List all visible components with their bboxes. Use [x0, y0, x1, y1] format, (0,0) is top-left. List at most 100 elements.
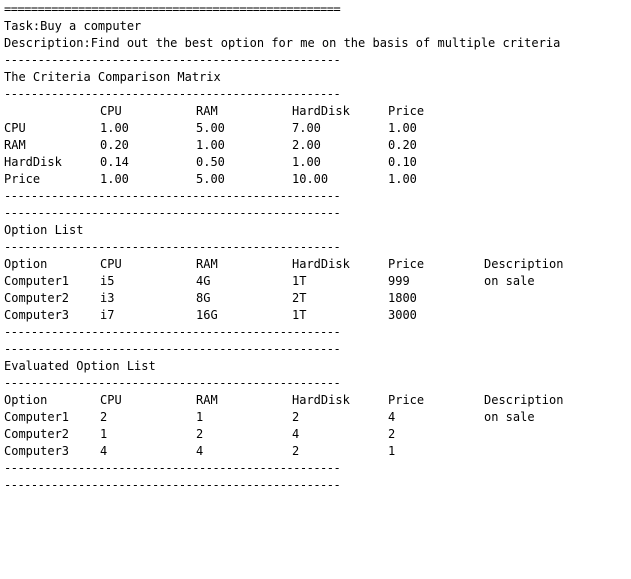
evaluated-cell: 1	[388, 444, 396, 458]
criteria-row-label: RAM	[4, 138, 26, 152]
option-list-header-row: Option CPU RAM HardDisk Price Descriptio…	[4, 256, 628, 273]
criteria-header-cpu: CPU	[100, 104, 122, 118]
option-cell: 3000	[388, 308, 417, 322]
criteria-row-label: HardDisk	[4, 155, 62, 169]
evaluated-cell: 2	[388, 427, 396, 441]
option-cell: 16G	[196, 308, 218, 322]
criteria-matrix-row: CPU 1.00 5.00 7.00 1.00	[4, 120, 628, 137]
option-list-row: Computer3 i7 16G 1T 3000	[4, 307, 628, 324]
task-line: Task:Buy a computer	[4, 18, 628, 35]
criteria-header-price: Price	[388, 104, 425, 118]
separator: ----------------------------------------…	[4, 342, 341, 356]
criteria-cell: 0.14	[100, 155, 129, 169]
console-output: ========================================…	[4, 1, 628, 494]
option-list-row: Computer1 i5 4G 1T 999 on sale	[4, 273, 628, 290]
criteria-cell: 7.00	[292, 121, 321, 135]
evaluated-header-option: Option	[4, 393, 48, 407]
criteria-cell: 10.00	[292, 172, 329, 186]
option-header-cpu: CPU	[100, 257, 122, 271]
criteria-cell: 0.20	[100, 138, 129, 152]
criteria-cell: 0.50	[196, 155, 225, 169]
option-list-row: Computer2 i3 8G 2T 1800	[4, 290, 628, 307]
separator: ----------------------------------------…	[4, 53, 341, 67]
separator: ----------------------------------------…	[4, 87, 341, 101]
evaluated-header-ram: RAM	[196, 393, 218, 407]
option-list-title: Option List	[4, 223, 84, 237]
criteria-cell: 5.00	[196, 121, 225, 135]
option-cell: i5	[100, 274, 115, 288]
option-header-price: Price	[388, 257, 425, 271]
separator: ----------------------------------------…	[4, 376, 341, 390]
criteria-cell: 1.00	[196, 138, 225, 152]
option-header-description: Description	[484, 257, 564, 271]
option-description: on sale	[484, 274, 535, 288]
evaluated-list-row: Computer1 2 1 2 4 on sale	[4, 409, 628, 426]
criteria-header-harddisk: HardDisk	[292, 104, 350, 118]
criteria-matrix-row: Price 1.00 5.00 10.00 1.00	[4, 171, 628, 188]
criteria-cell: 1.00	[292, 155, 321, 169]
evaluated-cell: 2	[292, 444, 300, 458]
separator: ----------------------------------------…	[4, 478, 341, 492]
evaluated-cell: 1	[196, 410, 204, 424]
criteria-header-ram: RAM	[196, 104, 218, 118]
criteria-cell: 0.20	[388, 138, 417, 152]
task-label: Task:	[4, 19, 41, 33]
criteria-matrix-header-row: CPU RAM HardDisk Price	[4, 103, 628, 120]
evaluated-option-name: Computer2	[4, 427, 70, 441]
evaluated-cell: 1	[100, 427, 108, 441]
criteria-row-label: Price	[4, 172, 41, 186]
option-cell: 1T	[292, 274, 307, 288]
separator: ----------------------------------------…	[4, 461, 341, 475]
option-name: Computer1	[4, 274, 70, 288]
evaluated-list-row: Computer2 1 2 4 2	[4, 426, 628, 443]
option-header-option: Option	[4, 257, 48, 271]
separator: ----------------------------------------…	[4, 240, 341, 254]
criteria-matrix-row: HardDisk 0.14 0.50 1.00 0.10	[4, 154, 628, 171]
option-name: Computer3	[4, 308, 70, 322]
evaluated-cell: 4	[292, 427, 300, 441]
task-value: Buy a computer	[40, 19, 142, 33]
criteria-cell: 2.00	[292, 138, 321, 152]
evaluated-description: on sale	[484, 410, 535, 424]
criteria-cell: 1.00	[100, 172, 129, 186]
separator: ----------------------------------------…	[4, 325, 341, 339]
option-cell: i7	[100, 308, 115, 322]
option-header-harddisk: HardDisk	[292, 257, 350, 271]
criteria-cell: 1.00	[388, 121, 417, 135]
criteria-row-label: CPU	[4, 121, 26, 135]
criteria-cell: 0.10	[388, 155, 417, 169]
evaluated-cell: 4	[100, 444, 108, 458]
option-cell: 2T	[292, 291, 307, 305]
evaluated-header-price: Price	[388, 393, 425, 407]
evaluated-list-header-row: Option CPU RAM HardDisk Price Descriptio…	[4, 392, 628, 409]
evaluated-option-list-title: Evaluated Option List	[4, 359, 156, 373]
criteria-cell: 1.00	[100, 121, 129, 135]
option-header-ram: RAM	[196, 257, 218, 271]
evaluated-list-row: Computer3 4 4 2 1	[4, 443, 628, 460]
option-cell: 8G	[196, 291, 211, 305]
option-cell: i3	[100, 291, 115, 305]
separator: ----------------------------------------…	[4, 206, 341, 220]
evaluated-cell: 2	[100, 410, 108, 424]
criteria-cell: 5.00	[196, 172, 225, 186]
criteria-matrix-title: The Criteria Comparison Matrix	[4, 70, 221, 84]
evaluated-cell: 2	[196, 427, 204, 441]
description-line: Description:Find out the best option for…	[4, 35, 628, 52]
evaluated-cell: 4	[196, 444, 204, 458]
evaluated-cell: 4	[388, 410, 396, 424]
evaluated-option-name: Computer3	[4, 444, 70, 458]
criteria-cell: 1.00	[388, 172, 417, 186]
option-name: Computer2	[4, 291, 70, 305]
evaluated-header-cpu: CPU	[100, 393, 122, 407]
description-value: Find out the best option for me on the b…	[90, 36, 561, 50]
option-cell: 1T	[292, 308, 307, 322]
option-cell: 4G	[196, 274, 211, 288]
evaluated-option-name: Computer1	[4, 410, 70, 424]
description-label: Description:	[4, 36, 91, 50]
option-cell: 1800	[388, 291, 417, 305]
evaluated-cell: 2	[292, 410, 300, 424]
evaluated-header-description: Description	[484, 393, 564, 407]
separator: ----------------------------------------…	[4, 189, 341, 203]
option-cell: 999	[388, 274, 410, 288]
evaluated-header-harddisk: HardDisk	[292, 393, 350, 407]
